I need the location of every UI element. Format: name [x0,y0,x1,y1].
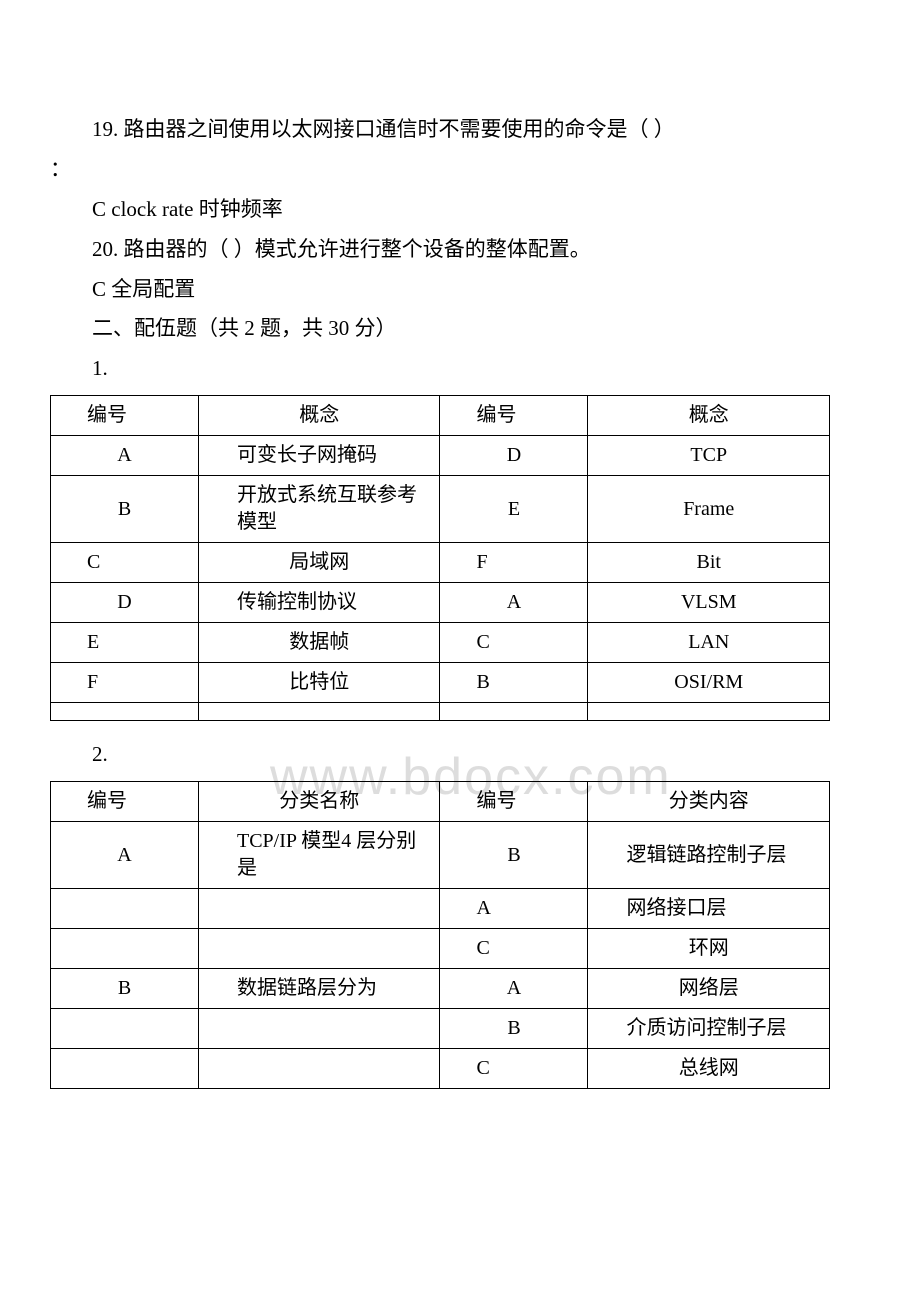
table-cell: 可变长子网掩码 [199,436,440,476]
table-cell: A [440,583,588,623]
table-row: A 网络接口层 [51,889,830,929]
question-19-text: 19. 路由器之间使用以太网接口通信时不需要使用的命令是（ ） [50,110,830,150]
table-cell: 数据帧 [199,623,440,663]
table-cell: E [51,623,199,663]
table-cell [51,1009,199,1049]
table-cell: 比特位 [199,663,440,703]
table-cell: LAN [588,623,830,663]
table-cell: 传输控制协议 [199,583,440,623]
table-cell: D [51,583,199,623]
table-cell: 环网 [588,929,830,969]
table-row: 编号 分类名称 编号 分类内容 [51,782,830,822]
table-header: 编号 [51,782,199,822]
table-cell [588,703,830,721]
table-row: E 数据帧 C LAN [51,623,830,663]
table-cell: C [440,1049,588,1089]
table-cell: E [440,476,588,543]
table-header: 概念 [199,396,440,436]
table-cell: TCP [588,436,830,476]
table1-label: 1. [50,349,830,389]
table-cell: 网络层 [588,969,830,1009]
table-cell: A [51,822,199,889]
table-cell: B [51,969,199,1009]
table-cell: D [440,436,588,476]
table-row [51,703,830,721]
table-row: C 局域网 F Bit [51,543,830,583]
table-cell: Frame [588,476,830,543]
question-20-answer: C 全局配置 [50,270,830,310]
table-cell: 开放式系统互联参考模型 [199,476,440,543]
table-cell: 逻辑链路控制子层 [588,822,830,889]
table-cell: A [51,436,199,476]
table-cell [199,929,440,969]
table-cell [440,703,588,721]
table-row: B 数据链路层分为 A 网络层 [51,969,830,1009]
table-cell: C [440,929,588,969]
table-cell [199,1009,440,1049]
table-row: C 环网 [51,929,830,969]
table-cell: 总线网 [588,1049,830,1089]
table-cell [51,889,199,929]
table-cell: A [440,889,588,929]
table-cell [51,929,199,969]
table-cell [51,703,199,721]
table-cell: F [440,543,588,583]
table-cell [51,1049,199,1089]
table-cell: B [440,1009,588,1049]
section-2-title: 二、配伍题（共 2 题，共 30 分） [50,309,830,349]
table-cell [199,1049,440,1089]
table-header: 分类名称 [199,782,440,822]
table-cell: 局域网 [199,543,440,583]
table-cell: B [440,663,588,703]
table-header: 编号 [51,396,199,436]
table-header: 编号 [440,396,588,436]
table-row: F 比特位 B OSI/RM [51,663,830,703]
table-cell: C [51,543,199,583]
table-row: D 传输控制协议 A VLSM [51,583,830,623]
table-cell: F [51,663,199,703]
table-header: 分类内容 [588,782,830,822]
matching-table-2: 编号 分类名称 编号 分类内容 A TCP/IP 模型4 层分别是 B 逻辑链路… [50,781,830,1089]
table-row: A TCP/IP 模型4 层分别是 B 逻辑链路控制子层 [51,822,830,889]
table-cell: B [51,476,199,543]
table-cell: OSI/RM [588,663,830,703]
table-cell: A [440,969,588,1009]
table-header: 概念 [588,396,830,436]
table-header: 编号 [440,782,588,822]
table-cell: B [440,822,588,889]
table-cell: C [440,623,588,663]
matching-table-1: 编号 概念 编号 概念 A 可变长子网掩码 D TCP B 开放式系统互联参考模… [50,395,830,721]
table2-label: 2. [50,735,830,775]
table-cell: 介质访问控制子层 [588,1009,830,1049]
table-cell [199,703,440,721]
table-cell: Bit [588,543,830,583]
table-row: A 可变长子网掩码 D TCP [51,436,830,476]
table-cell: 数据链路层分为 [199,969,440,1009]
table-row: B 介质访问控制子层 [51,1009,830,1049]
question-19-answer: C clock rate 时钟频率 [50,190,830,230]
table-row: C 总线网 [51,1049,830,1089]
table-row: 编号 概念 编号 概念 [51,396,830,436]
question-20-text: 20. 路由器的（ ）模式允许进行整个设备的整体配置。 [50,230,830,270]
question-19-colon: ： [50,150,830,190]
table-cell: TCP/IP 模型4 层分别是 [199,822,440,889]
table-cell: VLSM [588,583,830,623]
table-cell: 网络接口层 [588,889,830,929]
table-cell [199,889,440,929]
table-row: B 开放式系统互联参考模型 E Frame [51,476,830,543]
